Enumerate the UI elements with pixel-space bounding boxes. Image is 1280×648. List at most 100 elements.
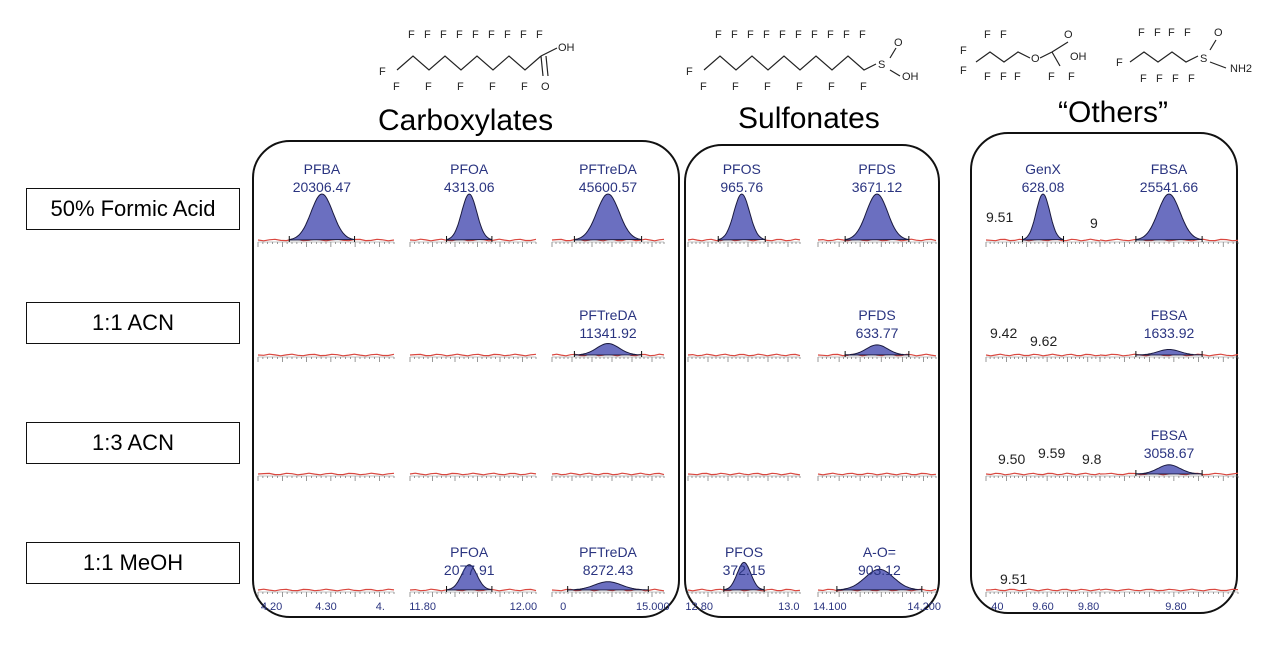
axis-ticks [409,592,537,597]
svg-text:F: F [732,81,739,93]
svg-text:F: F [860,81,867,93]
compound-label: PFOS [723,161,761,177]
baseline-trace [985,588,1101,592]
svg-text:F: F [960,45,967,57]
svg-text:F: F [1172,73,1179,85]
peak-area-label: 2077.91 [444,562,495,578]
svg-text:F: F [796,81,803,93]
axis-ticks [409,476,537,481]
peak-area-label: 25541.66 [1140,179,1199,195]
peak [573,193,642,241]
axis-ticks [1099,242,1239,247]
x-tick-label: 9.60 [1032,601,1053,613]
carboxylate-structure-image: F F F F F F F F F F F F F F F OH O [379,29,575,93]
svg-text:F: F [472,29,479,41]
peak [1135,464,1203,475]
svg-text:F: F [424,29,431,41]
svg-text:F: F [457,81,464,93]
baseline-trace [257,588,395,592]
x-tick-label: 40 [991,601,1003,613]
peak-area-label: 8272.43 [583,562,634,578]
svg-text:O: O [1214,27,1223,39]
axis-ticks [1099,476,1239,481]
svg-text:F: F [536,29,543,41]
svg-text:F: F [456,29,463,41]
peak [1135,193,1203,241]
axis-ticks [409,242,537,247]
axis-ticks [551,476,665,481]
svg-text:F: F [828,81,835,93]
compound-label: FBSA [1151,307,1188,323]
compound-label: PFBA [304,161,341,177]
x-tick-label: 4. [376,601,385,613]
peak-area-label: 965.76 [720,179,763,195]
svg-text:S: S [1200,53,1207,65]
peak-area-label: 3058.67 [1144,445,1195,461]
svg-text:OH: OH [902,71,919,83]
svg-text:F: F [489,81,496,93]
sulfonate-structure-image: F F F F F F F F F F F F F F F F F S O OH [686,29,919,93]
svg-text:F: F [1140,73,1147,85]
x-tick-label: 14.200 [907,601,941,613]
axis-ticks [1099,357,1239,362]
compound-label: GenX [1025,161,1061,177]
row-label-formic-acid: 50% Formic Acid [26,188,240,230]
svg-text:F: F [763,29,770,41]
peak [844,193,909,241]
svg-text:F: F [686,66,693,78]
x-tick-label: 0 [560,601,566,613]
carboxylates-panel [252,140,680,618]
peak [844,344,909,356]
x-tick-label: 13.0 [778,601,799,613]
axis-ticks [817,242,937,247]
axis-ticks [817,357,937,362]
baseline-trace [409,353,537,357]
compound-label: FBSA [1151,427,1188,443]
axis-ticks [257,242,395,247]
baseline-trace [687,353,801,357]
axis-ticks [551,592,665,597]
axis-ticks [687,242,801,247]
compound-label: PFOA [450,161,489,177]
peak-area-label: 4313.06 [444,179,495,195]
svg-text:F: F [520,29,527,41]
baseline-trace [687,588,801,592]
baseline-trace [1099,238,1239,242]
baseline-trace [257,472,395,476]
baseline-trace [985,353,1101,357]
baseline-trace [687,472,801,476]
svg-text:F: F [715,29,722,41]
peak [288,193,355,241]
fbsa-structure-image: F F F F F F F F F S O NH2 [1116,27,1252,85]
axis-ticks [551,242,665,247]
axis-ticks [257,592,395,597]
svg-text:F: F [859,29,866,41]
svg-text:OH: OH [1070,51,1087,63]
svg-text:F: F [747,29,754,41]
retention-time-annotation: 9.59 [1038,445,1065,461]
svg-text:F: F [1000,71,1007,83]
svg-text:F: F [504,29,511,41]
axis-ticks [985,242,1101,247]
baseline-trace [551,472,665,476]
svg-text:F: F [1068,71,1075,83]
peak-area-label: 372.15 [723,562,766,578]
row-label-1-1-acn: 1:1 ACN [26,302,240,344]
baseline-trace [257,238,395,242]
others-panel [970,132,1238,614]
svg-text:F: F [843,29,850,41]
peak [723,561,765,591]
baseline-trace [1099,588,1239,592]
compound-label: PFDS [858,161,895,177]
x-tick-label: 11.80 [409,601,436,613]
peak [836,568,922,591]
axis-ticks [551,357,665,362]
axis-ticks [687,357,801,362]
retention-time-annotation: 9.62 [1030,333,1057,349]
axis-ticks [985,592,1101,597]
svg-text:F: F [379,66,386,78]
svg-text:F: F [795,29,802,41]
axis-ticks [817,476,937,481]
svg-text:F: F [1014,71,1021,83]
svg-text:O: O [1064,29,1073,41]
